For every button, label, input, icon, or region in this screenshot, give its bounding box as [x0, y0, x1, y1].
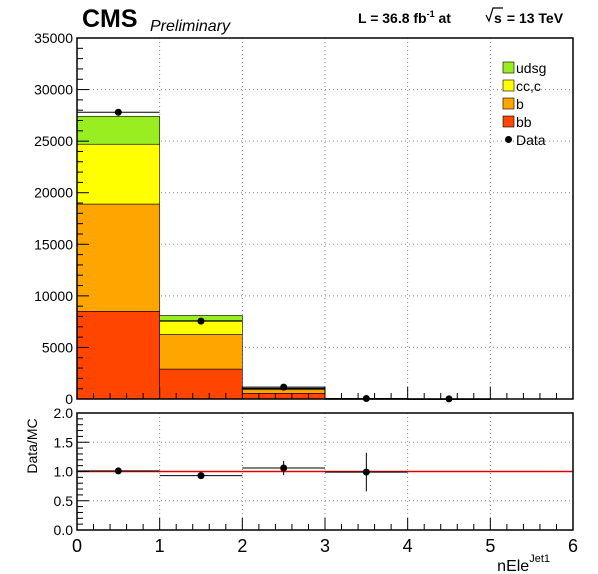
preliminary-label: Preliminary — [150, 18, 231, 35]
ratio-y-tick-label: 2.0 — [54, 405, 74, 421]
x-tick-label: 2 — [237, 536, 247, 556]
upper-frame — [76, 37, 574, 400]
lower-frame — [76, 412, 574, 531]
legend-marker-data — [505, 136, 512, 143]
legend-label: cc,c — [516, 78, 541, 94]
data-point — [114, 108, 122, 116]
ratio-point — [197, 472, 205, 480]
legend-swatch-cc_c — [502, 79, 515, 92]
data-point — [280, 383, 288, 391]
x-tick-label: 0 — [72, 536, 82, 556]
ratio-y-tick-label: 1.0 — [54, 464, 74, 480]
ratio-point — [362, 468, 370, 476]
bar-cc_c — [76, 143, 160, 205]
bar-bb — [76, 311, 160, 400]
bar-bb — [242, 393, 326, 400]
x-tick-label: 3 — [320, 536, 330, 556]
y-tick-label: 0 — [65, 391, 73, 407]
legend-label: bb — [516, 114, 532, 130]
x-tick-label: 5 — [485, 536, 495, 556]
y-tick-label: 15000 — [34, 236, 73, 252]
legend-label: udsg — [516, 60, 546, 76]
ratio-y-tick-label: 1.5 — [54, 434, 74, 450]
ratio-point — [280, 464, 288, 472]
sqrt-s-label: s = 13 TeV — [485, 7, 564, 26]
bar-b — [159, 334, 243, 370]
sqrt-s-text: s — [494, 10, 502, 26]
x-axis-label: nEleJet1 — [497, 553, 550, 574]
lumi-label: L = 36.8 fb-1 at — [358, 9, 455, 26]
ratio-panel: 0.0 0.5 1.0 1.5 2.0 0 1 2 3 4 5 6 Data/MC nEleJet1 — [24, 405, 578, 574]
ratio-y-tick-label: 0.0 — [54, 522, 74, 538]
legend-label: b — [516, 96, 524, 112]
y-tick-label: 5000 — [42, 339, 73, 355]
ratio-ylabel: Data/MC — [24, 418, 40, 473]
legend-label: Data — [516, 132, 546, 148]
bar-udsg — [76, 116, 160, 145]
upper-grid — [77, 38, 573, 399]
ratio-point — [114, 467, 122, 475]
x-tick-label: 4 — [403, 536, 413, 556]
bar-bb — [159, 368, 243, 400]
main-histogram: 0 5000 10000 15000 20000 25000 30000 35000 udsg… — [34, 30, 574, 407]
legend-swatch-udsg — [502, 61, 515, 74]
stacked-bars — [76, 116, 491, 400]
y-tick-label: 10000 — [34, 288, 73, 304]
legend-swatch-bb — [502, 115, 515, 128]
lower-axes: 0.0 0.5 1.0 1.5 2.0 0 1 2 3 4 5 6 — [54, 405, 578, 556]
y-tick-label: 35000 — [34, 30, 73, 46]
energy-label: = 13 TeV — [503, 10, 564, 26]
ratio-y-tick-label: 0.5 — [54, 493, 74, 509]
sqrt-symbol — [485, 7, 503, 23]
data-point — [197, 317, 205, 325]
bar-b — [76, 203, 160, 312]
x-tick-label: 6 — [568, 536, 578, 556]
ratio-points — [77, 452, 408, 492]
x-tick-label: 1 — [155, 536, 165, 556]
y-tick-label: 25000 — [34, 133, 73, 149]
y-tick-label: 30000 — [34, 82, 73, 98]
legend-swatch-b — [502, 97, 515, 110]
cms-label: CMS — [82, 5, 138, 33]
y-tick-label: 20000 — [34, 185, 73, 201]
